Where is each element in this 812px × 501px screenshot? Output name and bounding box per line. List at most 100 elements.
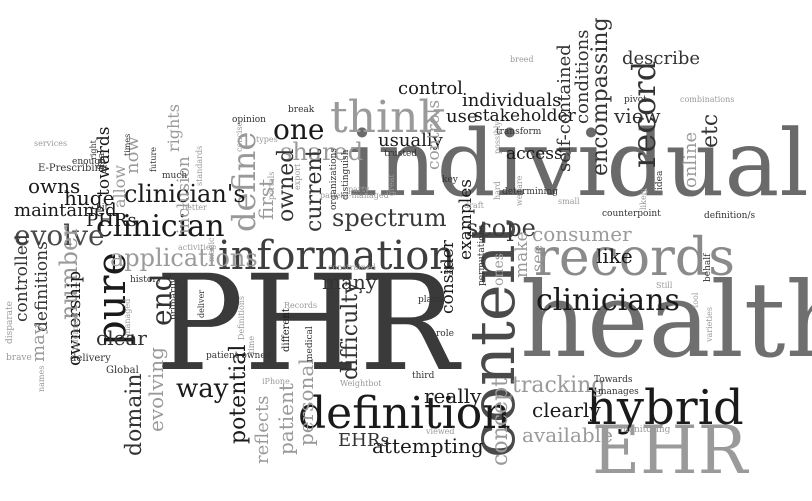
word: information — [218, 233, 456, 279]
word: describe — [622, 48, 701, 69]
word: huge — [64, 186, 115, 210]
word: use — [446, 106, 478, 127]
word: brave — [6, 353, 32, 363]
word: concept — [488, 378, 513, 466]
word: managed — [123, 298, 132, 336]
word: breed — [510, 55, 534, 64]
word: conditions — [572, 29, 593, 124]
word: spectrum — [332, 204, 447, 232]
word: standards — [195, 145, 204, 186]
word: export — [293, 163, 302, 190]
word: plans — [418, 295, 443, 305]
word: hard — [493, 181, 502, 200]
word: allow — [110, 164, 129, 208]
word: varieties — [705, 306, 714, 342]
word: final — [97, 149, 107, 170]
word: online — [680, 131, 701, 188]
word: bit — [96, 203, 109, 213]
word: trusted — [384, 149, 418, 159]
word: activities — [178, 243, 215, 252]
word: likely — [639, 188, 648, 210]
word: clinician — [96, 209, 225, 244]
word: clear — [96, 326, 147, 350]
word: Records — [284, 301, 318, 310]
word: evolve — [14, 219, 105, 252]
word: tool — [691, 292, 700, 308]
word: better — [182, 203, 207, 212]
word: EHR — [592, 412, 748, 489]
word: behalf — [703, 253, 713, 282]
word: way — [176, 374, 229, 404]
word: party — [348, 185, 370, 194]
word: evolving — [144, 347, 168, 432]
word: key — [442, 175, 458, 185]
word: right — [89, 140, 98, 160]
word: encompassing — [588, 17, 613, 176]
word: many — [322, 270, 378, 294]
word: combinations — [680, 95, 735, 104]
word: Still — [656, 281, 673, 290]
word: reflects — [252, 395, 273, 464]
word: examples — [456, 178, 476, 260]
word: maintained — [14, 200, 117, 221]
word: really — [424, 384, 482, 408]
word: individual — [348, 110, 809, 217]
word: Definitions — [237, 295, 246, 340]
word: types — [256, 135, 278, 144]
word: monitoring — [620, 425, 671, 435]
word: consumer — [532, 222, 632, 246]
word: records — [534, 228, 735, 288]
word: EHRs — [338, 430, 390, 451]
word: PHR — [155, 247, 459, 401]
word: tracking — [512, 373, 606, 398]
word: clinicians — [536, 283, 680, 318]
word: domain — [122, 373, 147, 456]
word: different — [281, 308, 292, 352]
word: history — [130, 275, 162, 285]
word: inclusion — [174, 156, 194, 234]
word: view — [614, 104, 661, 128]
word: see — [528, 244, 547, 272]
word: difficulty — [338, 281, 363, 380]
word: Weightbot — [340, 379, 382, 388]
word: manages — [598, 387, 639, 397]
word: much — [162, 171, 188, 181]
word: personal — [294, 358, 318, 446]
word: organizations — [329, 148, 339, 210]
word: future — [149, 146, 158, 172]
word: small — [558, 197, 580, 206]
word: shared — [280, 138, 364, 166]
word: applications — [110, 244, 258, 272]
word: counterpoint — [602, 209, 661, 219]
word: transform — [496, 127, 542, 137]
word: controls — [424, 99, 444, 170]
word: services — [34, 139, 68, 148]
word: delivery — [70, 353, 111, 364]
word: scope — [466, 214, 536, 242]
word: may — [28, 324, 49, 362]
word: draft — [464, 201, 484, 210]
word: clearly — [532, 398, 601, 422]
word: eg — [444, 267, 454, 276]
word: definition/s — [704, 211, 756, 221]
word: great — [387, 174, 396, 196]
word: access — [506, 144, 563, 164]
word: role — [436, 329, 454, 339]
word: Global — [106, 365, 139, 376]
word: stakeholder — [474, 106, 576, 126]
word: permutations — [477, 224, 487, 286]
word: health — [520, 259, 812, 381]
word: time — [247, 335, 256, 354]
word: patient-owned — [206, 351, 272, 361]
word: definition — [298, 388, 511, 439]
word: etc — [698, 113, 723, 148]
word: available — [522, 423, 613, 447]
word: iPhone — [262, 377, 290, 386]
word: PHRs — [86, 210, 137, 231]
word: think — [330, 92, 446, 143]
word: definitions — [32, 241, 52, 332]
word: rights — [164, 104, 183, 152]
word: opinion — [232, 115, 266, 125]
word: Towards — [594, 375, 633, 385]
word: control — [398, 78, 463, 99]
